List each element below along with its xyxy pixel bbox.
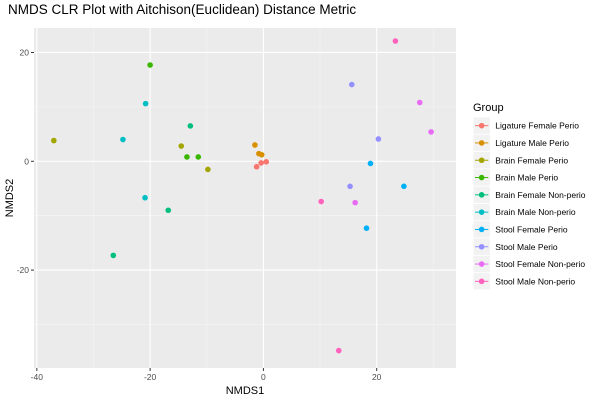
legend-label: Stool Female Perio <box>495 224 568 234</box>
data-point <box>120 136 126 143</box>
data-point <box>258 160 264 166</box>
legend-key-point <box>478 174 485 181</box>
legend-key-point <box>478 122 485 129</box>
x-tick-label: 20 <box>372 372 382 382</box>
y-tick-label: 0 <box>24 156 29 166</box>
data-point <box>51 137 57 144</box>
legend-title: Group <box>473 102 504 114</box>
y-axis-ticks: -20 0 20 <box>17 47 34 275</box>
data-point <box>142 194 148 201</box>
legend-key-point <box>478 243 485 250</box>
data-point <box>184 154 190 160</box>
legend-label: Ligature Male Perio <box>495 138 569 148</box>
legend-key-point <box>478 261 485 267</box>
legend-label: Stool Male Non-perio <box>495 276 575 286</box>
data-point <box>363 225 370 231</box>
x-tick-label: -20 <box>144 372 157 382</box>
data-point <box>318 198 324 205</box>
data-point <box>142 100 149 107</box>
legend-key-point <box>478 157 485 164</box>
data-point <box>110 252 117 259</box>
legend: Group Ligature Female Perio Ligature Male… <box>472 102 586 291</box>
x-axis-label: NMDS1 <box>226 385 265 397</box>
y-axis-label: NMDS2 <box>4 179 16 218</box>
legend-label: Stool Female Non-perio <box>495 259 585 269</box>
data-point <box>416 99 423 106</box>
chart-title: NMDS CLR Plot with Aitchison(Euclidean) … <box>8 2 356 17</box>
plot-panel <box>34 28 456 368</box>
legend-label: Brain Male Perio <box>495 173 558 183</box>
legend-items: Ligature Female Perio Ligature Male Perio… <box>472 116 586 291</box>
data-point <box>375 136 382 142</box>
legend-label: Brain Male Non-perio <box>495 207 576 217</box>
legend-key-point <box>478 209 485 215</box>
data-point <box>367 160 374 167</box>
data-points <box>51 38 434 354</box>
legend-key-point <box>478 192 485 198</box>
data-point <box>252 142 258 148</box>
data-point <box>428 129 434 135</box>
data-point <box>147 62 153 68</box>
major-gridlines <box>34 28 456 368</box>
legend-key-point <box>478 226 485 233</box>
data-point <box>165 207 172 214</box>
data-point <box>178 143 185 149</box>
legend-label: Brain Female Perio <box>495 155 568 165</box>
data-point <box>258 151 265 158</box>
data-point <box>401 183 407 190</box>
y-tick-label: -20 <box>17 265 30 275</box>
data-point <box>335 347 342 354</box>
data-point <box>205 166 211 173</box>
y-tick-label: 20 <box>20 47 30 57</box>
x-axis-ticks: -40 -20 0 20 <box>31 368 382 382</box>
minor-gridlines <box>34 28 456 368</box>
legend-label: Stool Male Perio <box>495 242 558 252</box>
x-tick-label: -40 <box>31 372 44 382</box>
data-point <box>263 159 270 165</box>
data-point <box>352 199 358 206</box>
legend-label: Ligature Female Perio <box>495 121 579 131</box>
legend-key-point <box>478 278 485 285</box>
legend-key-point <box>478 140 485 146</box>
data-point <box>392 38 399 44</box>
data-point <box>253 163 260 170</box>
data-point <box>347 183 353 190</box>
data-point <box>195 154 202 160</box>
data-point <box>187 123 194 129</box>
x-tick-label: 0 <box>261 372 266 382</box>
data-point <box>348 81 355 88</box>
legend-label: Brain Female Non-perio <box>495 190 586 200</box>
